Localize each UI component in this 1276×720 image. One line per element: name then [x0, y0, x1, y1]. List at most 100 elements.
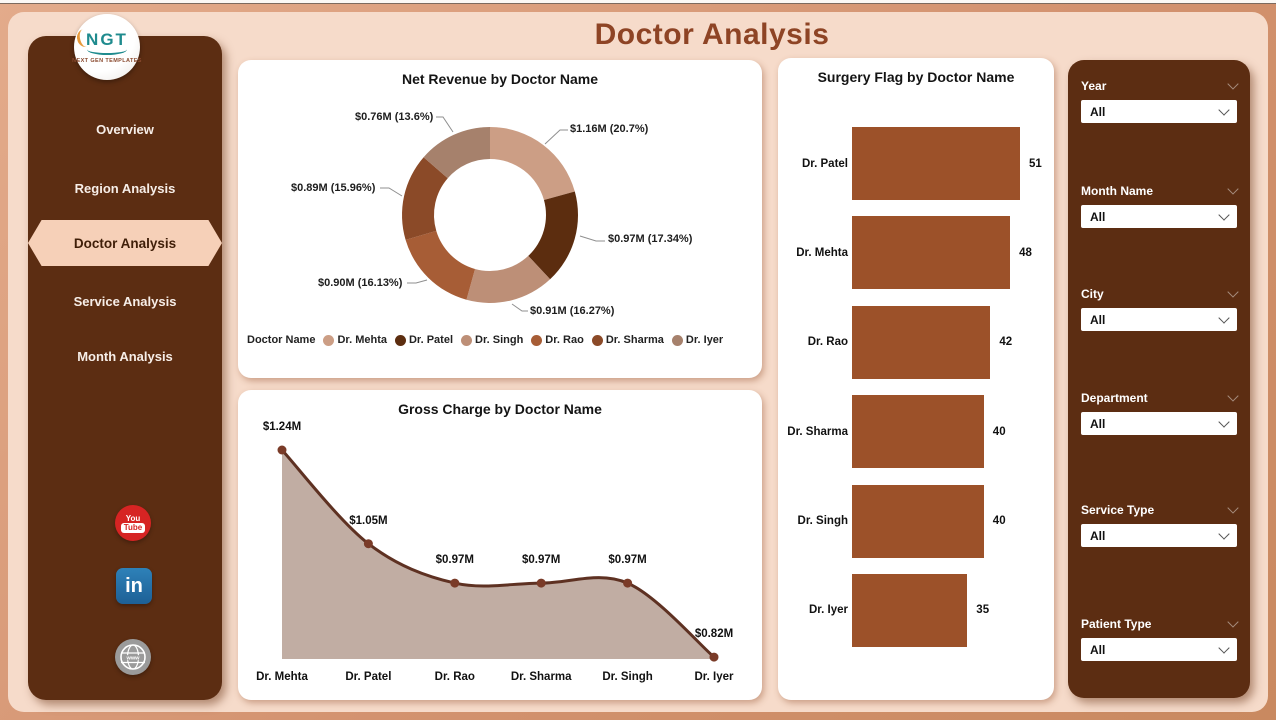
area-marker-dr-rao[interactable] — [450, 578, 460, 588]
slicer-year: Year All — [1081, 78, 1239, 123]
slicer-label: Month Name — [1081, 184, 1153, 198]
net-revenue-title: Net Revenue by Doctor Name — [401, 71, 599, 87]
area-line — [280, 448, 715, 659]
area-marker-dr-singh[interactable] — [623, 578, 633, 588]
slicer-value: All — [1090, 209, 1106, 224]
bar-value: 40 — [992, 515, 1006, 528]
legend-item-mehta[interactable]: Dr. Mehta — [323, 334, 387, 346]
donut-slice-dr-mehta[interactable] — [490, 127, 575, 201]
website-icon[interactable]: www — [115, 639, 151, 675]
legend-item-sharma[interactable]: Dr. Sharma — [591, 334, 664, 346]
sidebar-item-service-analysis[interactable]: Service Analysis — [73, 294, 177, 309]
sidebar-item-month-analysis[interactable]: Month Analysis — [77, 349, 173, 364]
legend-item-iyer[interactable]: Dr. Iyer — [671, 334, 724, 346]
surgery-flag-title: Surgery Flag by Doctor Name — [817, 69, 1015, 85]
legend-label: Dr. Mehta — [337, 334, 387, 346]
legend-item-singh[interactable]: Dr. Singh — [461, 334, 523, 346]
donut-slice-dr-patel[interactable] — [528, 191, 578, 280]
bar[interactable] — [852, 395, 984, 469]
area-point-label: $1.05M — [349, 514, 388, 527]
label-leader-line — [380, 187, 403, 197]
bar-value: 40 — [992, 425, 1006, 438]
patient-type-dropdown[interactable]: All — [1081, 638, 1237, 661]
area-axis-label: Dr. Iyer — [694, 671, 734, 683]
chevron-down-icon[interactable] — [1227, 390, 1239, 402]
area-marker-dr-iyer[interactable] — [709, 652, 719, 662]
service-type-dropdown[interactable]: All — [1081, 524, 1237, 547]
bar-row-iyer: Dr. Iyer 35 — [786, 573, 1048, 647]
chevron-down-icon[interactable] — [1227, 286, 1239, 298]
net-revenue-donut-chart[interactable] — [238, 60, 762, 378]
bar-value: 35 — [976, 604, 990, 617]
youtube-icon[interactable]: You Tube — [115, 505, 151, 541]
bar[interactable] — [852, 573, 968, 647]
area-point-label: $0.97M — [435, 554, 474, 567]
bar-value: 48 — [1019, 246, 1032, 259]
department-dropdown[interactable]: All — [1081, 412, 1237, 435]
area-point-label: $0.97M — [608, 554, 647, 567]
legend-dot — [531, 334, 543, 346]
legend-dot — [323, 334, 335, 346]
legend-dot — [461, 334, 473, 346]
label-leader-line — [544, 129, 568, 145]
net-revenue-card: Net Revenue by Doctor Name $1.16M (20.7%… — [238, 60, 762, 378]
donut-slice-dr-rao[interactable] — [405, 230, 476, 300]
slicer-department: Department All — [1081, 390, 1239, 435]
area-marker-dr-patel[interactable] — [363, 539, 373, 549]
area-axis-label: Dr. Singh — [602, 671, 653, 683]
donut-slice-dr-iyer[interactable] — [423, 127, 490, 179]
linkedin-icon[interactable]: in — [116, 568, 152, 604]
legend-title: Doctor Name — [247, 334, 316, 346]
legend-dot — [671, 334, 683, 346]
city-dropdown[interactable]: All — [1081, 308, 1237, 331]
area-fill[interactable] — [282, 450, 714, 659]
label-leader-line — [407, 279, 428, 284]
logo-tagline: NEXT GEN TEMPLATES — [72, 58, 142, 64]
bar-row-patel: Dr. Patel 51 — [786, 127, 1048, 200]
gross-charge-area-chart[interactable] — [238, 390, 762, 700]
bar[interactable] — [852, 127, 1020, 200]
chevron-down-icon[interactable] — [1227, 616, 1239, 628]
surgery-flag-card: Surgery Flag by Doctor Name Dr. Patel 51… — [778, 58, 1054, 700]
bar[interactable] — [852, 305, 991, 379]
bar-category: Dr. Singh — [797, 515, 848, 528]
legend-label: Dr. Rao — [545, 334, 584, 346]
legend-label: Dr. Sharma — [605, 334, 664, 346]
bar-category: Dr. Sharma — [787, 425, 848, 438]
legend-label: Dr. Iyer — [685, 334, 724, 346]
gross-charge-card: Gross Charge by Doctor Name $1.24M $1.05… — [238, 390, 762, 700]
legend-item-patel[interactable]: Dr. Patel — [394, 334, 453, 346]
bar-value: 51 — [1029, 157, 1042, 170]
area-marker-dr-mehta[interactable] — [277, 445, 287, 455]
donut-label-rao: $0.90M (16.13%) — [318, 277, 403, 289]
area-axis-label: Dr. Patel — [345, 671, 392, 683]
slicer-label: City — [1081, 287, 1104, 301]
logo-text: NGT — [86, 30, 128, 49]
area-point-label: $1.24M — [262, 421, 302, 433]
donut-slice-dr-sharma[interactable] — [402, 157, 448, 240]
area-point-label: $0.82M — [694, 628, 734, 641]
slicer-service-type: Service Type All — [1081, 502, 1239, 547]
sidebar-item-region-analysis[interactable]: Region Analysis — [74, 181, 176, 196]
chevron-down-icon[interactable] — [1227, 183, 1239, 195]
bar-row-mehta: Dr. Mehta 48 — [786, 216, 1048, 290]
chevron-down-icon — [1218, 527, 1230, 540]
chevron-down-icon[interactable] — [1227, 78, 1239, 90]
label-leader-line — [579, 235, 605, 242]
legend-item-rao[interactable]: Dr. Rao — [531, 334, 584, 346]
chevron-down-icon[interactable] — [1227, 502, 1239, 514]
bar[interactable] — [852, 484, 984, 558]
month-name-dropdown[interactable]: All — [1081, 205, 1237, 228]
area-marker-dr-sharma[interactable] — [536, 578, 546, 588]
sidebar-item-overview[interactable]: Overview — [96, 122, 154, 137]
bar-value: 42 — [999, 336, 1013, 349]
bar[interactable] — [852, 216, 1011, 290]
donut-slice-dr-singh[interactable] — [466, 255, 551, 303]
report-canvas: Doctor Analysis NGT NEXT GEN TEMPLATES O… — [8, 12, 1268, 712]
bar-category: Dr. Mehta — [796, 246, 848, 259]
bar-category: Dr. Iyer — [809, 604, 848, 617]
chevron-down-icon — [1218, 311, 1230, 324]
year-dropdown[interactable]: All — [1081, 100, 1237, 123]
sidebar-item-doctor-analysis[interactable]: Doctor Analysis — [28, 220, 222, 266]
